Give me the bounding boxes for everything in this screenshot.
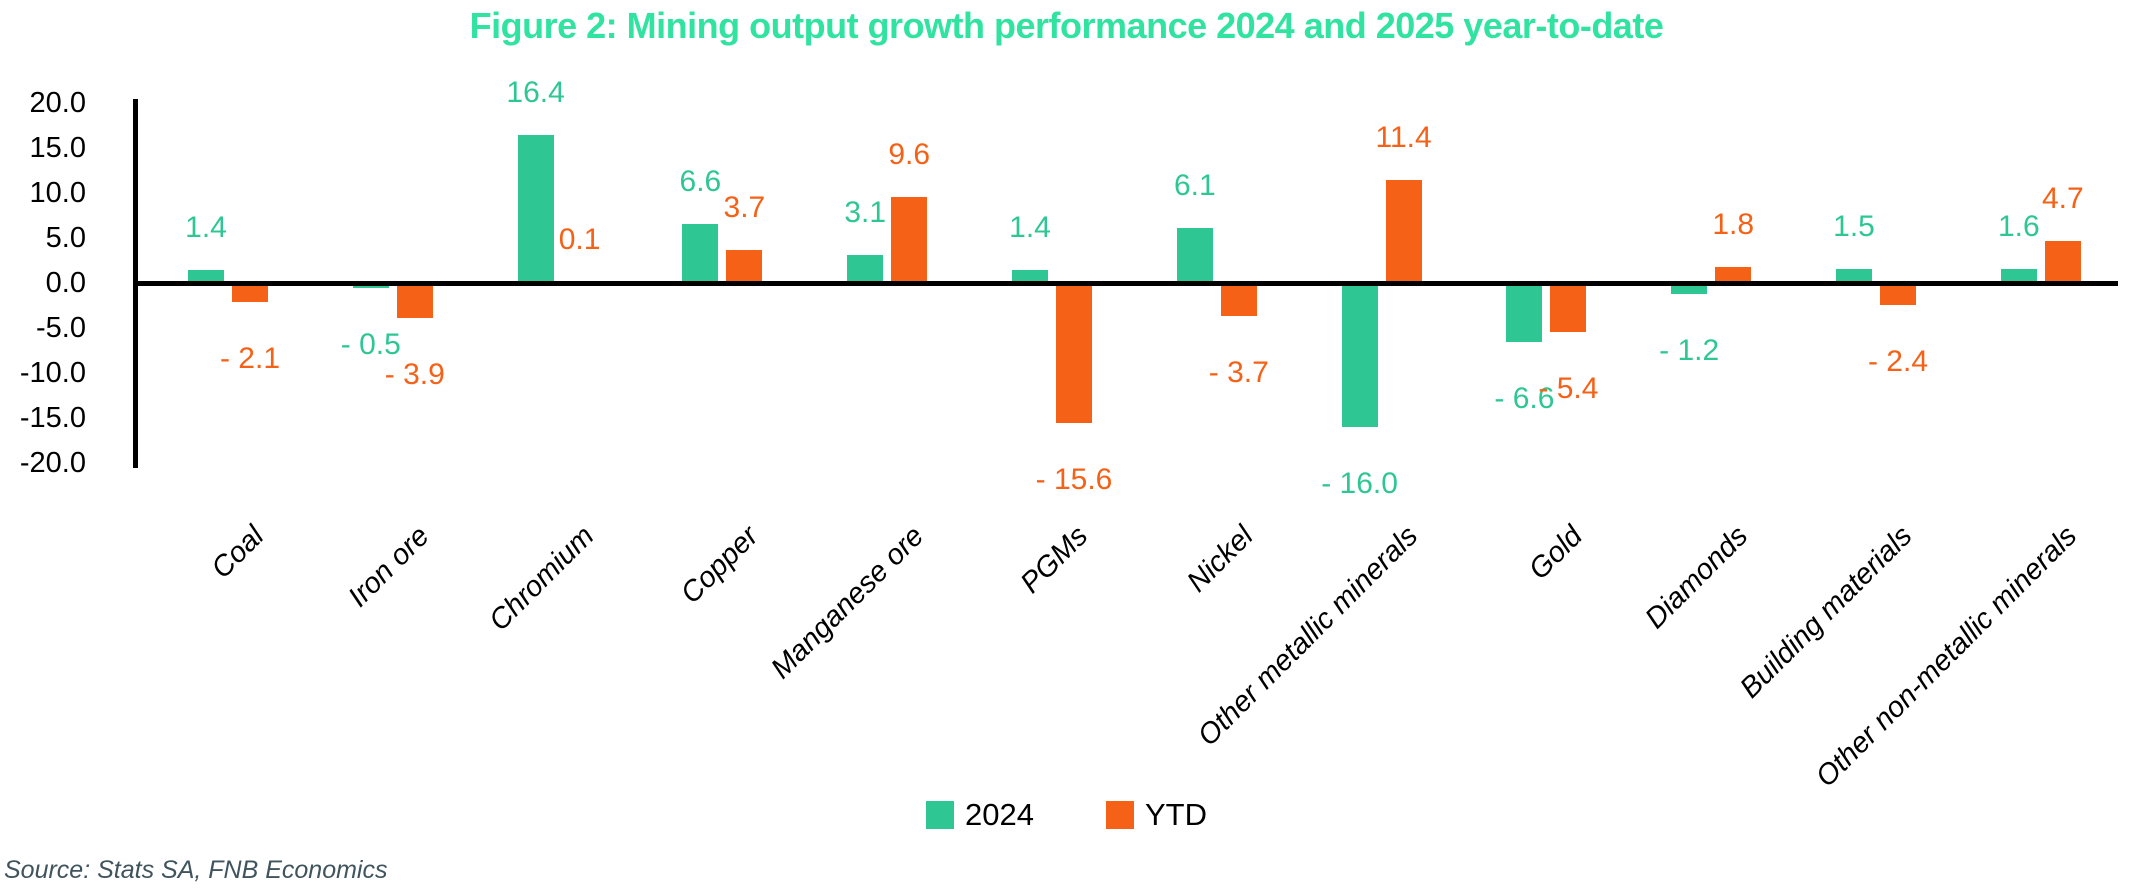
y-axis-tick--10.0: -10.0 — [19, 357, 86, 389]
bar-label-ytd-copper: 3.7 — [723, 191, 766, 224]
legend-item-ytd: YTD — [1105, 797, 1207, 832]
bar-label-2024-copper: 6.6 — [679, 165, 722, 198]
bar-label-2024-other-non-metallic-minerals: 1.6 — [1997, 210, 2040, 243]
legend-swatch-ytd — [1105, 801, 1134, 829]
x-axis-label-pgms: PGMs — [1015, 520, 1095, 600]
x-axis-label-nickel: Nickel — [1180, 520, 1260, 599]
bar-label-2024-other-metallic-minerals: - 16.0 — [1321, 467, 1398, 500]
bar-ytd-nickel — [1220, 283, 1257, 316]
bar-ytd-copper — [726, 250, 763, 283]
bar-ytd-coal — [232, 283, 268, 302]
bar-label-ytd-other-metallic-minerals: 11.4 — [1375, 121, 1432, 154]
bar-2024-manganese-ore — [847, 255, 884, 283]
bar-ytd-gold — [1550, 283, 1587, 332]
bar-label-ytd-pgms: - 15.6 — [1035, 463, 1113, 496]
bar-2024-coal — [188, 270, 224, 283]
bar-label-2024-iron-ore: - 0.5 — [340, 328, 401, 361]
bar-2024-nickel — [1176, 228, 1213, 283]
x-axis-label-copper: Copper — [675, 520, 766, 610]
bar-label-ytd-other-non-metallic-minerals: 4.7 — [2041, 182, 2084, 215]
bar-2024-pgms — [1012, 270, 1048, 283]
bar-label-2024-manganese-ore: 3.1 — [844, 196, 887, 229]
figure-title: Figure 2: Mining output growth performan… — [469, 5, 1664, 46]
legend: 2024 YTD — [0, 798, 2133, 832]
bar-2024-chromium — [517, 135, 554, 283]
y-axis-tick-20.0: 20.0 — [29, 87, 86, 119]
x-axis-label-diamonds: Diamonds — [1638, 520, 1754, 635]
bar-label-2024-gold: - 6.6 — [1494, 382, 1555, 415]
bar-label-ytd-building-materials: - 2.4 — [1867, 345, 1929, 378]
bar-ytd-pgms — [1056, 283, 1092, 423]
x-axis-label-coal: Coal — [205, 520, 271, 585]
bar-ytd-diamonds — [1715, 267, 1752, 283]
bar-label-2024-building-materials: 1.5 — [1833, 210, 1875, 243]
y-axis-tick-15.0: 15.0 — [29, 132, 86, 164]
bar-2024-gold — [1506, 283, 1543, 342]
legend-swatch-2024 — [926, 801, 955, 829]
bar-2024-diamonds — [1671, 283, 1708, 294]
bar-2024-other-non-metallic-minerals — [2000, 269, 2037, 283]
bar-label-ytd-manganese-ore: 9.6 — [888, 138, 931, 171]
y-axis-tick-5.0: 5.0 — [45, 222, 86, 254]
legend-label-2024: 2024 — [965, 797, 1034, 832]
source-note: Source: Stats SA, FNB Economics — [4, 856, 388, 884]
y-axis-tick-10.0: 10.0 — [29, 177, 86, 209]
bar-label-2024-coal: 1.4 — [185, 211, 227, 244]
bar-label-2024-chromium: 16.4 — [506, 76, 565, 109]
bar-ytd-other-metallic-minerals — [1385, 180, 1422, 283]
bar-ytd-building-materials — [1880, 283, 1916, 305]
bar-label-2024-pgms: 1.4 — [1009, 211, 1051, 244]
x-axis-label-gold: Gold — [1523, 520, 1590, 586]
legend-item-2024: 2024 — [926, 798, 1034, 832]
x-axis-label-other-non-metallic-minerals: Other non-metallic minerals — [1810, 520, 2084, 794]
y-axis-tick--20.0: -20.0 — [19, 447, 86, 479]
bar-label-ytd-coal: - 2.1 — [219, 342, 281, 375]
bar-label-ytd-nickel: - 3.7 — [1208, 356, 1269, 389]
bar-label-ytd-chromium: 0.1 — [558, 223, 601, 256]
y-axis-tick--15.0: -15.0 — [19, 402, 86, 434]
bar-label-ytd-diamonds: 1.8 — [1712, 208, 1755, 241]
bar-label-2024-diamonds: - 1.2 — [1659, 334, 1720, 367]
bar-ytd-manganese-ore — [891, 197, 928, 283]
bar-label-ytd-iron-ore: - 3.9 — [384, 358, 445, 391]
x-axis-line — [133, 281, 2118, 286]
bar-ytd-other-non-metallic-minerals — [2044, 241, 2081, 283]
y-axis-tick-0.0: 0.0 — [45, 267, 86, 299]
bar-2024-copper — [682, 224, 719, 283]
bar-ytd-iron-ore — [396, 283, 433, 318]
x-axis-label-manganese-ore: Manganese ore — [764, 520, 930, 686]
bar-label-2024-nickel: 6.1 — [1173, 169, 1216, 202]
bar-2024-other-metallic-minerals — [1341, 283, 1378, 427]
legend-label-ytd: YTD — [1144, 797, 1207, 832]
bar-label-ytd-gold: - 5.4 — [1538, 372, 1599, 405]
x-axis-label-iron-ore: Iron ore — [342, 520, 436, 614]
x-axis-label-chromium: Chromium — [483, 520, 601, 638]
x-axis-label-building-materials: Building materials — [1734, 520, 1919, 705]
y-axis-tick--5.0: -5.0 — [36, 312, 86, 344]
bar-2024-building-materials — [1836, 269, 1872, 283]
